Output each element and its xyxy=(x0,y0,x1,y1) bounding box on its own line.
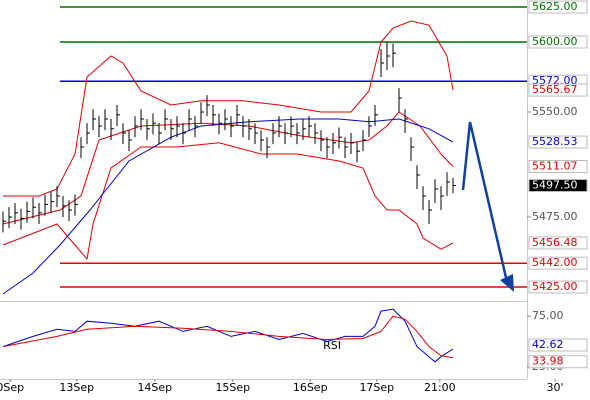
level-label: 5442.00 xyxy=(532,256,578,269)
series-line xyxy=(2,142,454,261)
arrow-head xyxy=(500,274,514,292)
x-tick-label: 17Sep xyxy=(359,381,394,394)
series-line xyxy=(3,20,454,197)
value-label-box xyxy=(528,355,588,369)
value-label-box xyxy=(528,160,588,174)
value-label: 5456.48 xyxy=(532,236,578,249)
value-label-box xyxy=(528,83,588,97)
series-line xyxy=(2,308,454,363)
value-label-box xyxy=(528,236,588,250)
x-tick-label: 15Sep xyxy=(215,381,250,394)
x-tick-label: 13Sep xyxy=(59,381,94,394)
level-label-box xyxy=(528,35,588,49)
value-label-box xyxy=(528,338,588,352)
value-label-box xyxy=(528,179,588,192)
arrow-line xyxy=(461,121,509,283)
y-tick-label: 5475.00 xyxy=(532,210,578,223)
y-tick-label: 5550.00 xyxy=(532,105,578,118)
x-tick-label: 16Sep xyxy=(293,381,328,394)
value-label: 5528.53 xyxy=(532,135,578,148)
value-label: 5511.07 xyxy=(532,160,578,173)
level-label-box xyxy=(528,280,588,294)
level-label-box xyxy=(528,0,588,14)
value-label: 42.62 xyxy=(532,338,564,351)
level-label: 5600.00 xyxy=(532,35,578,48)
rsi-label: RSI xyxy=(323,339,341,352)
series-line xyxy=(2,315,454,359)
x-tick-label: 14Sep xyxy=(137,381,172,394)
x-tick-label: 30' xyxy=(547,381,564,394)
forecast-arrow xyxy=(461,121,514,292)
y-tick-label: 75.00 xyxy=(532,309,564,322)
value-label-box xyxy=(528,135,588,149)
level-label: 5425.00 xyxy=(532,280,578,293)
x-tick-label: 21:00 xyxy=(424,381,456,394)
value-label: 33.98 xyxy=(532,355,564,368)
series-line xyxy=(2,111,454,225)
level-label-box xyxy=(528,256,588,270)
level-label: 5625.00 xyxy=(532,0,578,13)
value-label: 5497.50 xyxy=(532,179,578,192)
value-label: 5565.67 xyxy=(532,83,578,96)
